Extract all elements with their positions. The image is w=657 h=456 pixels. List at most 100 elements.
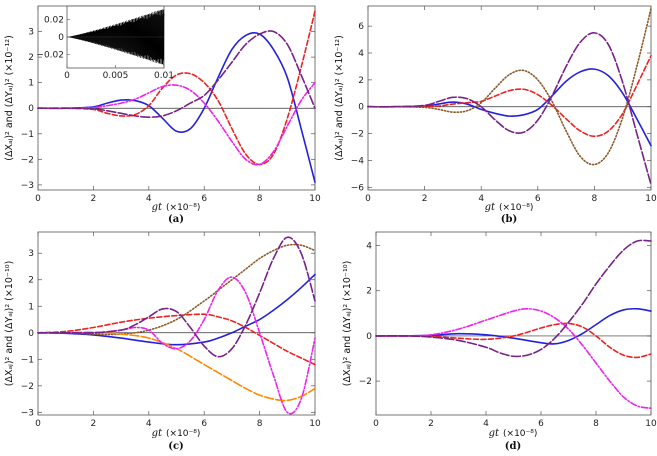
x-axis-unit: (×10⁻⁸) (166, 429, 200, 439)
y-tick-label: 2 (28, 53, 34, 63)
y-tick-label: 4 (366, 242, 372, 252)
plot-frame (367, 5, 652, 191)
series-line-2 (37, 10, 316, 166)
y-tick-label: 1 (28, 302, 34, 312)
x-axis-variable: gt (152, 202, 163, 213)
y-tick-label: 2 (358, 76, 364, 86)
series-line-2 (367, 54, 652, 138)
plot-frame (37, 5, 316, 191)
panel-b: 0 2 4 6 8 10 −6 −4 −2 0 2 4 6 (ΔXₐⱼ)² and (ΔYₐⱼ)² (×1… (334, 5, 657, 225)
inset-y-tick-label: 0 (58, 33, 64, 43)
y-tick-label: 6 (358, 22, 364, 32)
x-axis-label: gt (×10⁻⁸) (152, 428, 201, 439)
y-axis-label: (ΔXₐⱼ)² and (ΔYₐⱼ)² (×10⁻¹²) (334, 35, 345, 161)
x-axis-variable: gt (485, 202, 496, 213)
x-tick-label: 10 (309, 419, 321, 429)
series-line-1 (367, 68, 652, 147)
y-tick-label: 4 (358, 49, 364, 59)
x-tick-label: 10 (645, 194, 657, 204)
inset-x-tick-label: 0.005 (103, 71, 129, 81)
inset-y-tick-label: 0.02 (44, 15, 64, 25)
x-tick-label: 0 (35, 194, 41, 204)
series-line-4 (375, 239, 652, 358)
y-axis-label: (ΔXₐⱼ)² and (ΔYₐⱼ)² (×10⁻¹⁰) (4, 261, 15, 387)
y-tick-label: 0 (358, 103, 364, 113)
inset-y-tick-label: −0.02 (36, 51, 64, 61)
panel-c: 0 2 4 6 8 10 −3 −2 −1 0 1 2 3 (ΔXₐⱼ)² and (ΔYₐⱼ)² (×1… (4, 231, 321, 452)
panel-label: (c) (168, 441, 184, 452)
y-axis-label: (ΔXₐⱼ)² and (ΔYₐⱼ)² (×10⁻¹²) (4, 35, 15, 161)
series-line-4 (367, 32, 652, 186)
x-tick-label: 8 (593, 419, 599, 429)
y-tick-label: −3 (21, 181, 34, 191)
x-tick-label: 4 (483, 419, 489, 429)
x-tick-label: 4 (146, 194, 152, 204)
y-axis-label: (ΔXₐⱼ)² and (ΔYₐⱼ)² (×10⁻¹⁰) (342, 261, 353, 387)
y-tick-label: 1 (28, 79, 34, 89)
series-line-2 (375, 322, 652, 359)
x-axis-label: gt (×10⁻⁸) (485, 202, 534, 213)
inset-x-tick-label: 0.01 (154, 71, 174, 81)
plot-frame (375, 231, 652, 416)
x-tick-label: 6 (538, 419, 544, 429)
x-tick-label: 0 (365, 194, 371, 204)
x-tick-label: 2 (91, 194, 97, 204)
x-tick-label: 2 (428, 419, 434, 429)
x-tick-label: 6 (201, 419, 207, 429)
x-axis-unit: (×10⁻⁸) (166, 203, 200, 213)
series-line-4 (37, 331, 316, 402)
x-tick-label: 2 (422, 194, 428, 204)
x-tick-label: 10 (309, 194, 321, 204)
series-line-4 (37, 30, 316, 118)
panel-d: 0 2 4 6 8 10 −2 0 2 4 (ΔXₐⱼ)² and (ΔYₐⱼ)² (×10⁻¹⁰)… (342, 231, 657, 452)
y-tick-label: −3 (21, 408, 34, 418)
inset-series-line (66, 9, 165, 66)
series-line-1 (37, 32, 316, 184)
y-tick-label: −2 (359, 377, 372, 387)
y-tick-label: 2 (28, 276, 34, 286)
series-line-3 (375, 308, 652, 410)
series-line-3 (367, 7, 652, 166)
x-tick-label: 0 (35, 419, 41, 429)
series-line-6 (37, 236, 316, 358)
x-tick-label: 8 (257, 194, 263, 204)
x-axis-label: gt (×10⁻⁸) (489, 428, 538, 439)
y-tick-label: 0 (28, 329, 34, 339)
x-tick-label: 8 (592, 194, 598, 204)
y-tick-label: 3 (28, 249, 34, 259)
x-axis-variable: gt (489, 428, 500, 439)
series-line-3 (37, 81, 316, 166)
x-tick-label: 6 (201, 194, 207, 204)
y-tick-label: 2 (366, 287, 372, 297)
y-tick-label: −1 (21, 130, 34, 140)
y-tick-label: 0 (366, 332, 372, 342)
y-tick-label: −6 (351, 183, 365, 193)
panel-label: (b) (501, 214, 517, 225)
x-tick-label: 2 (91, 419, 97, 429)
panel-label: (d) (505, 441, 521, 452)
y-tick-label: 3 (28, 28, 34, 38)
series-line-1 (375, 307, 652, 345)
series-line-2 (37, 313, 316, 366)
x-tick-label: 4 (478, 194, 484, 204)
x-axis-unit: (×10⁻⁸) (503, 429, 537, 439)
x-tick-label: 4 (146, 419, 152, 429)
y-tick-label: −2 (351, 130, 364, 140)
y-tick-label: 0 (28, 104, 34, 114)
x-tick-label: 10 (645, 419, 657, 429)
y-tick-label: −4 (351, 156, 365, 166)
panel-a: 0 2 4 6 8 10 −3 −2 −1 0 1 2 3 (ΔXₐⱼ)² and (ΔYₐⱼ)² (×1… (4, 5, 321, 225)
plot-frame (37, 231, 316, 416)
inset-x-tick-label: 0 (64, 71, 70, 81)
x-axis-label: gt (×10⁻⁸) (152, 202, 201, 213)
x-tick-label: 0 (373, 419, 379, 429)
x-tick-label: 6 (535, 194, 541, 204)
x-axis-variable: gt (152, 428, 163, 439)
x-tick-label: 8 (257, 419, 263, 429)
panel-label: (a) (168, 214, 184, 225)
series-line-1 (37, 273, 316, 346)
y-tick-label: −2 (21, 382, 34, 392)
y-tick-label: −2 (21, 155, 34, 165)
